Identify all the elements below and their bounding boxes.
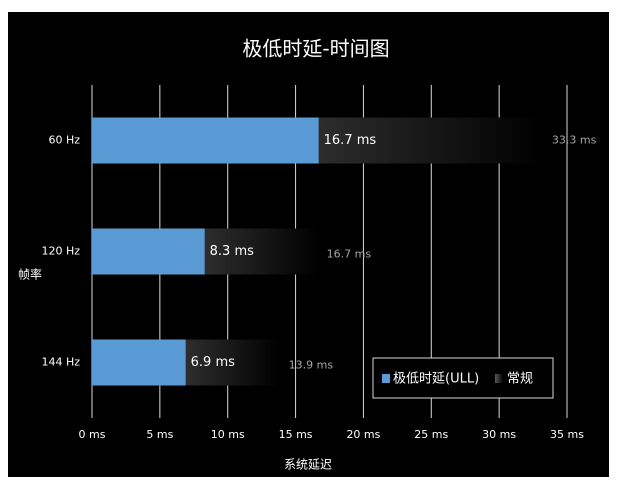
x-axis-label: 系统延迟 — [284, 458, 332, 472]
x-tick-label: 20 ms — [346, 428, 380, 441]
x-tick-label: 10 ms — [211, 428, 245, 441]
x-tick-label: 35 ms — [550, 428, 584, 441]
value-label: 16.7 ms — [327, 248, 372, 261]
chart-title: 极低时延-时间图 — [242, 37, 389, 61]
value-label: 16.7 ms — [324, 133, 377, 148]
x-tick-label: 15 ms — [279, 428, 313, 441]
y-tick-label: 144 Hz — [41, 356, 80, 369]
legend-label: 常规 — [507, 372, 533, 387]
legend-box — [372, 357, 554, 399]
value-label: 6.9 ms — [191, 355, 235, 370]
y-axis-label: 帧率 — [18, 267, 42, 282]
x-tick-label: 30 ms — [482, 428, 516, 441]
x-tick-label: 25 ms — [414, 428, 448, 441]
y-tick-label: 120 Hz — [41, 245, 80, 258]
legend-swatch — [495, 374, 503, 383]
y-tick-label: 60 Hz — [48, 134, 80, 147]
value-label: 8.3 ms — [210, 244, 254, 259]
bar — [92, 339, 186, 386]
x-tick-label: 5 ms — [146, 428, 173, 441]
value-label: 13.9 ms — [289, 359, 334, 372]
x-tick-label: 0 ms — [79, 428, 106, 441]
bar — [92, 228, 205, 275]
legend-label: 极低时延(ULL) — [393, 372, 479, 387]
legend-swatch — [382, 374, 390, 383]
bar — [92, 117, 319, 164]
value-label: 33.3 ms — [552, 134, 597, 147]
